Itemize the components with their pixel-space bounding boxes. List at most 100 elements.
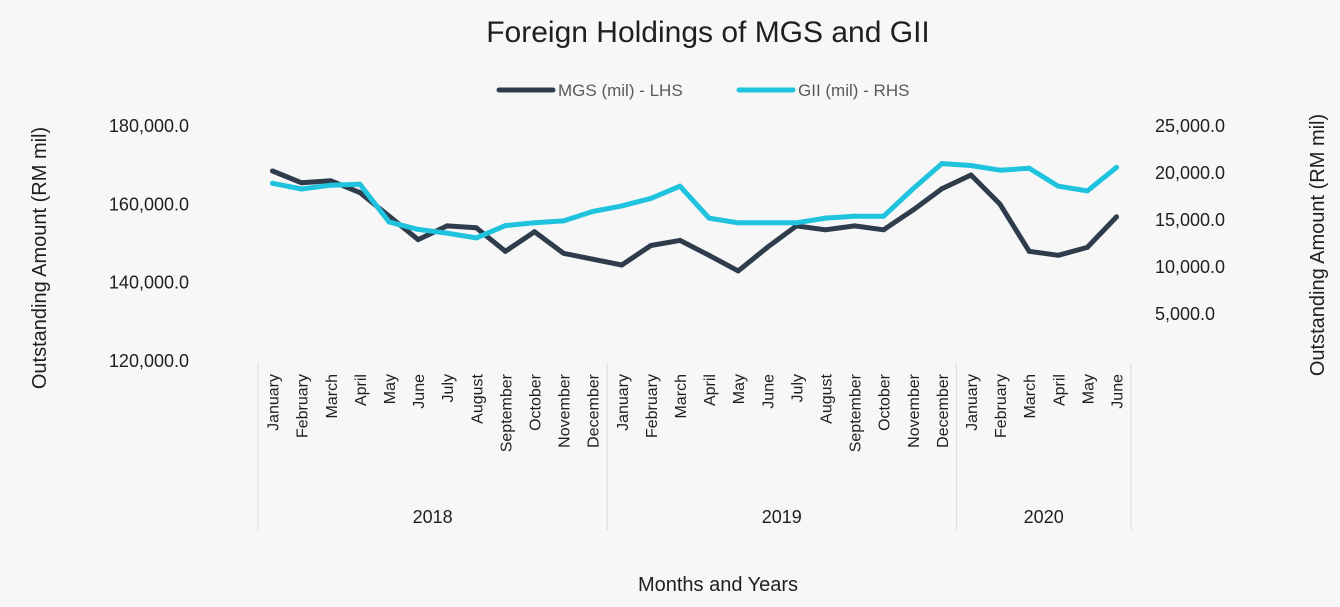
legend-label: GII (mil) - RHS (798, 81, 909, 100)
month-tick-label: April (353, 374, 370, 406)
data-point (677, 183, 683, 189)
data-point (619, 203, 625, 209)
data-point (531, 229, 537, 235)
data-point (299, 186, 305, 192)
data-point (473, 235, 479, 241)
month-tick-label: April (702, 374, 719, 406)
data-point (822, 227, 828, 233)
month-tick-label: April (1051, 374, 1068, 406)
series-line-gii (270, 161, 1119, 241)
month-tick-label: November (557, 373, 574, 447)
data-point (1055, 252, 1061, 258)
month-tick-label: May (731, 374, 748, 404)
month-tick-label: March (673, 374, 690, 418)
data-point (648, 242, 654, 248)
data-point (270, 168, 276, 174)
data-point (415, 237, 421, 243)
left-axis-title: Outstanding Amount (RM mil) (29, 127, 51, 389)
data-point (590, 256, 596, 262)
data-point (793, 220, 799, 226)
right-tick-label: 20,000.0 (1155, 163, 1225, 183)
data-point (1084, 244, 1090, 250)
data-point (473, 225, 479, 231)
data-point (764, 244, 770, 250)
month-tick-label: March (1022, 374, 1039, 418)
year-label: 2019 (762, 507, 802, 527)
data-point (444, 223, 450, 229)
data-point (1113, 164, 1119, 170)
month-tick-label: October (527, 373, 544, 431)
data-point (299, 180, 305, 186)
data-point (328, 182, 334, 188)
right-axis-title: Outstanding Amount (RM mil) (1307, 114, 1329, 376)
month-tick-label: February (993, 374, 1010, 438)
left-tick-label: 160,000.0 (109, 194, 189, 214)
data-point (648, 195, 654, 201)
data-point (1113, 214, 1119, 220)
left-tick-label: 120,000.0 (109, 351, 189, 371)
chart-title: Foreign Holdings of MGS and GII (486, 16, 930, 49)
data-point (881, 227, 887, 233)
data-point (706, 252, 712, 258)
month-tick-label: June (760, 374, 777, 409)
data-point (910, 186, 916, 192)
month-tick-label: July (440, 374, 457, 402)
data-point (590, 209, 596, 215)
data-point (357, 190, 363, 196)
data-point (386, 219, 392, 225)
month-tick-label: October (877, 373, 894, 431)
data-point (1055, 183, 1061, 189)
month-tick-label: August (469, 373, 486, 423)
month-tick-label: November (906, 373, 923, 447)
data-point (502, 248, 508, 254)
left-axis-ticks: 120,000.0 140,000.0 160,000.0 180,000.0 (109, 116, 189, 371)
data-point (328, 178, 334, 184)
legend-label: MGS (mil) - LHS (558, 81, 683, 100)
month-tick-label: January (266, 374, 283, 431)
month-tick-label: December (586, 373, 603, 447)
left-tick-label: 180,000.0 (109, 116, 189, 136)
month-tick-label: September (848, 373, 865, 452)
series-lines (270, 161, 1119, 274)
data-point (852, 223, 858, 229)
data-point (1026, 248, 1032, 254)
data-point (735, 268, 741, 274)
month-tick-label: January (615, 374, 632, 431)
series-line-mgs (270, 168, 1119, 274)
year-label: 2018 (413, 507, 453, 527)
data-point (822, 215, 828, 221)
month-tick-label: June (411, 374, 428, 409)
right-tick-label: 5,000.0 (1155, 304, 1215, 324)
legend: MGS (mil) - LHS GII (mil) - RHS (496, 81, 909, 100)
data-point (561, 250, 567, 256)
data-point (910, 207, 916, 213)
data-point (939, 186, 945, 192)
left-tick-label: 140,000.0 (109, 273, 189, 293)
data-point (881, 213, 887, 219)
x-axis-title: Months and Years (638, 574, 798, 596)
data-point (357, 181, 363, 187)
month-tick-label: February (295, 374, 312, 438)
month-tick-label: December (935, 373, 952, 447)
data-point (444, 230, 450, 236)
data-point (997, 201, 1003, 207)
data-point (764, 220, 770, 226)
month-tick-label: July (789, 374, 806, 402)
month-tick-label: September (498, 373, 515, 452)
data-point (968, 162, 974, 168)
data-point (997, 167, 1003, 173)
data-point (677, 237, 683, 243)
data-point (852, 213, 858, 219)
month-tick-label: January (964, 374, 981, 431)
data-point (735, 220, 741, 226)
data-point (1026, 165, 1032, 171)
right-axis-ticks: 5,000.0 10,000.0 15,000.0 20,000.0 25,000.0 (1155, 116, 1225, 324)
month-tick-label: August (818, 373, 835, 423)
data-point (968, 172, 974, 178)
right-tick-label: 10,000.0 (1155, 257, 1225, 277)
data-point (706, 215, 712, 221)
data-point (502, 223, 508, 229)
data-point (561, 218, 567, 224)
data-point (939, 161, 945, 167)
